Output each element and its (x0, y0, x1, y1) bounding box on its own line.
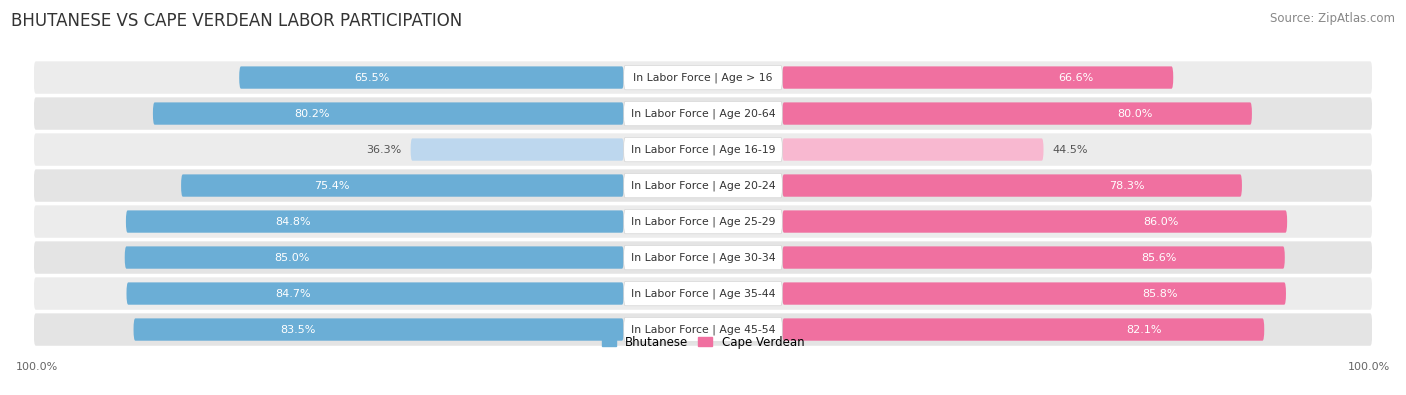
FancyBboxPatch shape (782, 102, 1251, 125)
Text: 36.3%: 36.3% (367, 145, 402, 154)
Text: 44.5%: 44.5% (1052, 145, 1088, 154)
FancyBboxPatch shape (782, 246, 1285, 269)
FancyBboxPatch shape (782, 174, 1241, 197)
FancyBboxPatch shape (134, 318, 624, 341)
FancyBboxPatch shape (782, 282, 1286, 305)
Text: In Labor Force | Age 16-19: In Labor Force | Age 16-19 (631, 144, 775, 155)
FancyBboxPatch shape (34, 134, 1372, 166)
FancyBboxPatch shape (782, 66, 1173, 89)
Text: 85.8%: 85.8% (1142, 288, 1178, 299)
FancyBboxPatch shape (782, 318, 1264, 341)
Text: 78.3%: 78.3% (1109, 181, 1144, 190)
Text: 66.6%: 66.6% (1057, 73, 1092, 83)
FancyBboxPatch shape (624, 137, 782, 162)
FancyBboxPatch shape (181, 174, 624, 197)
Text: In Labor Force | Age 35-44: In Labor Force | Age 35-44 (631, 288, 775, 299)
Text: 75.4%: 75.4% (314, 181, 349, 190)
Text: 86.0%: 86.0% (1143, 216, 1178, 227)
FancyBboxPatch shape (34, 61, 1372, 94)
Text: In Labor Force | Age 45-54: In Labor Force | Age 45-54 (631, 324, 775, 335)
Text: In Labor Force | Age 30-34: In Labor Force | Age 30-34 (631, 252, 775, 263)
Text: BHUTANESE VS CAPE VERDEAN LABOR PARTICIPATION: BHUTANESE VS CAPE VERDEAN LABOR PARTICIP… (11, 12, 463, 30)
FancyBboxPatch shape (34, 277, 1372, 310)
Text: 65.5%: 65.5% (354, 73, 389, 83)
FancyBboxPatch shape (624, 317, 782, 342)
FancyBboxPatch shape (624, 101, 782, 126)
FancyBboxPatch shape (624, 65, 782, 90)
FancyBboxPatch shape (34, 205, 1372, 238)
FancyBboxPatch shape (34, 97, 1372, 130)
FancyBboxPatch shape (239, 66, 624, 89)
FancyBboxPatch shape (782, 211, 1286, 233)
FancyBboxPatch shape (624, 281, 782, 306)
FancyBboxPatch shape (127, 211, 624, 233)
FancyBboxPatch shape (782, 138, 1043, 161)
Legend: Bhutanese, Cape Verdean: Bhutanese, Cape Verdean (598, 331, 808, 354)
Text: 83.5%: 83.5% (281, 325, 316, 335)
Text: Source: ZipAtlas.com: Source: ZipAtlas.com (1270, 12, 1395, 25)
Text: In Labor Force | Age 25-29: In Labor Force | Age 25-29 (631, 216, 775, 227)
FancyBboxPatch shape (125, 246, 624, 269)
Text: In Labor Force | Age 20-64: In Labor Force | Age 20-64 (631, 108, 775, 119)
FancyBboxPatch shape (624, 173, 782, 198)
Text: 82.1%: 82.1% (1126, 325, 1161, 335)
Text: 80.2%: 80.2% (294, 109, 329, 118)
FancyBboxPatch shape (34, 313, 1372, 346)
FancyBboxPatch shape (624, 245, 782, 270)
Text: In Labor Force | Age > 16: In Labor Force | Age > 16 (633, 72, 773, 83)
FancyBboxPatch shape (153, 102, 624, 125)
Text: 85.6%: 85.6% (1142, 252, 1177, 263)
FancyBboxPatch shape (34, 169, 1372, 202)
Text: 80.0%: 80.0% (1116, 109, 1152, 118)
Text: 84.7%: 84.7% (276, 288, 311, 299)
FancyBboxPatch shape (34, 241, 1372, 274)
FancyBboxPatch shape (411, 138, 624, 161)
Text: 84.8%: 84.8% (276, 216, 311, 227)
Text: In Labor Force | Age 20-24: In Labor Force | Age 20-24 (631, 180, 775, 191)
FancyBboxPatch shape (624, 209, 782, 234)
Text: 85.0%: 85.0% (274, 252, 309, 263)
FancyBboxPatch shape (127, 282, 624, 305)
